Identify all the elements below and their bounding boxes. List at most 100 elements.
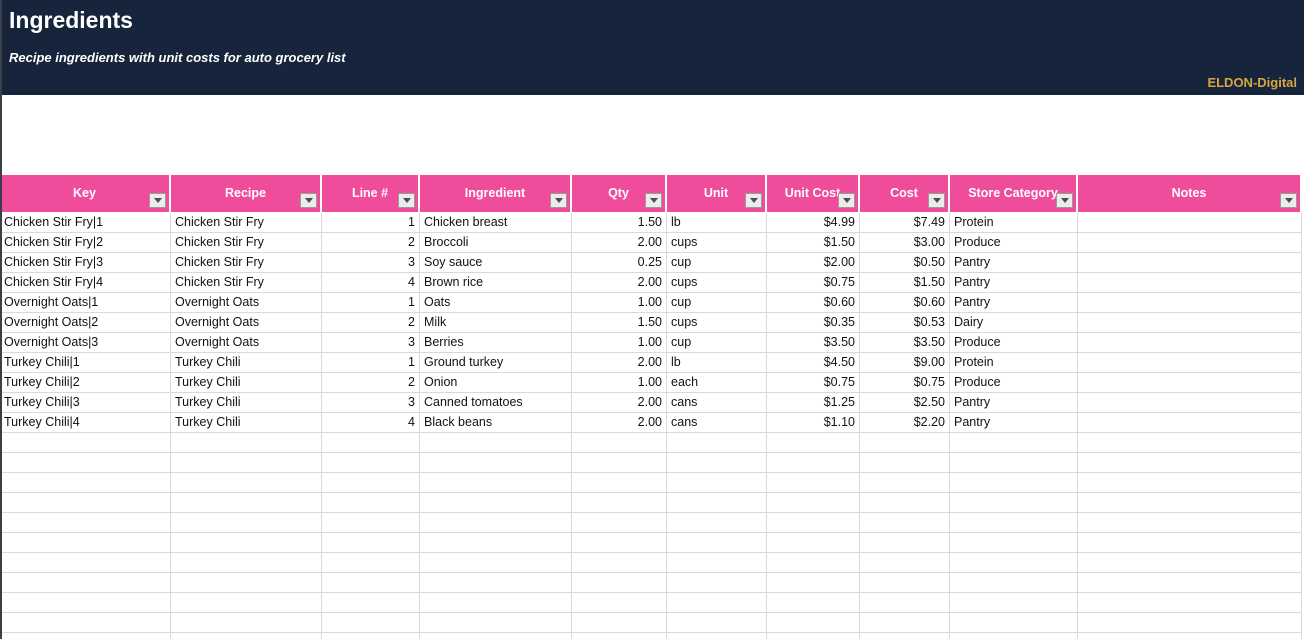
table-cell[interactable]: 1.00 — [572, 293, 667, 313]
table-cell[interactable] — [1078, 293, 1302, 313]
table-cell[interactable]: $0.75 — [860, 373, 950, 393]
table-cell[interactable] — [0, 533, 171, 553]
table-cell[interactable] — [322, 513, 420, 533]
table-cell[interactable] — [950, 513, 1078, 533]
table-cell[interactable]: Soy sauce — [420, 253, 572, 273]
table-cell[interactable]: 1.00 — [572, 373, 667, 393]
table-cell[interactable] — [667, 533, 767, 553]
table-cell[interactable]: $0.60 — [860, 293, 950, 313]
table-cell[interactable] — [860, 633, 950, 639]
table-cell[interactable] — [950, 473, 1078, 493]
table-cell[interactable] — [860, 573, 950, 593]
table-cell[interactable]: Turkey Chili|2 — [0, 373, 171, 393]
column-header-unit-cost[interactable]: Unit Cost — [767, 175, 860, 213]
table-cell[interactable] — [767, 513, 860, 533]
table-cell[interactable]: Pantry — [950, 273, 1078, 293]
table-cell[interactable]: Overnight Oats|3 — [0, 333, 171, 353]
table-cell[interactable] — [950, 553, 1078, 573]
table-cell[interactable]: Chicken Stir Fry — [171, 233, 322, 253]
table-cell[interactable] — [171, 453, 322, 473]
table-cell[interactable]: Milk — [420, 313, 572, 333]
table-cell[interactable]: Chicken Stir Fry|4 — [0, 273, 171, 293]
table-cell[interactable]: $1.25 — [767, 393, 860, 413]
table-cell[interactable] — [767, 493, 860, 513]
table-cell[interactable]: $0.60 — [767, 293, 860, 313]
table-cell[interactable]: 2 — [322, 373, 420, 393]
table-cell[interactable] — [0, 633, 171, 639]
table-cell[interactable]: 2.00 — [572, 233, 667, 253]
table-cell[interactable]: Berries — [420, 333, 572, 353]
table-cell[interactable]: cups — [667, 273, 767, 293]
table-cell[interactable] — [860, 553, 950, 573]
table-cell[interactable] — [322, 433, 420, 453]
table-cell[interactable]: 3 — [322, 333, 420, 353]
table-cell[interactable]: Brown rice — [420, 273, 572, 293]
table-cell[interactable] — [667, 573, 767, 593]
table-cell[interactable] — [767, 633, 860, 639]
table-cell[interactable] — [667, 613, 767, 633]
table-cell[interactable] — [1078, 453, 1302, 473]
table-cell[interactable] — [950, 613, 1078, 633]
table-cell[interactable] — [572, 513, 667, 533]
table-cell[interactable]: cup — [667, 293, 767, 313]
table-cell[interactable] — [667, 473, 767, 493]
table-cell[interactable] — [322, 473, 420, 493]
table-cell[interactable] — [171, 613, 322, 633]
table-cell[interactable] — [667, 513, 767, 533]
table-cell[interactable]: Turkey Chili — [171, 393, 322, 413]
table-cell[interactable] — [1078, 473, 1302, 493]
table-cell[interactable]: Onion — [420, 373, 572, 393]
table-cell[interactable] — [572, 633, 667, 639]
table-cell[interactable] — [572, 613, 667, 633]
table-cell[interactable]: 1 — [322, 353, 420, 373]
table-cell[interactable] — [1078, 273, 1302, 293]
table-cell[interactable]: Overnight Oats|2 — [0, 313, 171, 333]
table-cell[interactable]: cans — [667, 393, 767, 413]
table-cell[interactable]: Chicken Stir Fry|3 — [0, 253, 171, 273]
table-cell[interactable] — [860, 613, 950, 633]
table-cell[interactable]: each — [667, 373, 767, 393]
table-cell[interactable]: cups — [667, 313, 767, 333]
table-cell[interactable]: Overnight Oats — [171, 333, 322, 353]
table-cell[interactable] — [950, 533, 1078, 553]
table-cell[interactable] — [420, 613, 572, 633]
table-cell[interactable]: Pantry — [950, 413, 1078, 433]
table-cell[interactable]: $2.50 — [860, 393, 950, 413]
table-cell[interactable] — [1078, 333, 1302, 353]
table-cell[interactable] — [171, 633, 322, 639]
table-cell[interactable] — [322, 533, 420, 553]
column-header-qty[interactable]: Qty — [572, 175, 667, 213]
table-cell[interactable]: Ground turkey — [420, 353, 572, 373]
table-cell[interactable] — [667, 433, 767, 453]
table-cell[interactable]: $1.50 — [860, 273, 950, 293]
table-cell[interactable] — [171, 493, 322, 513]
table-cell[interactable]: 2 — [322, 233, 420, 253]
column-header-recipe[interactable]: Recipe — [171, 175, 322, 213]
table-cell[interactable]: $0.75 — [767, 373, 860, 393]
table-cell[interactable] — [767, 433, 860, 453]
table-cell[interactable] — [950, 633, 1078, 639]
table-cell[interactable] — [171, 513, 322, 533]
table-cell[interactable] — [572, 593, 667, 613]
table-cell[interactable]: Chicken breast — [420, 213, 572, 233]
table-cell[interactable]: 2.00 — [572, 393, 667, 413]
table-cell[interactable] — [950, 453, 1078, 473]
table-cell[interactable]: Dairy — [950, 313, 1078, 333]
table-cell[interactable] — [572, 553, 667, 573]
table-cell[interactable]: 4 — [322, 273, 420, 293]
table-cell[interactable]: 3 — [322, 253, 420, 273]
table-cell[interactable] — [767, 593, 860, 613]
table-cell[interactable] — [767, 573, 860, 593]
table-cell[interactable] — [1078, 593, 1302, 613]
table-cell[interactable]: 2.00 — [572, 353, 667, 373]
table-cell[interactable]: Chicken Stir Fry — [171, 213, 322, 233]
table-cell[interactable] — [0, 593, 171, 613]
table-cell[interactable] — [0, 513, 171, 533]
table-cell[interactable]: Chicken Stir Fry — [171, 273, 322, 293]
table-cell[interactable] — [1078, 533, 1302, 553]
table-cell[interactable]: Protein — [950, 213, 1078, 233]
table-cell[interactable]: Turkey Chili — [171, 353, 322, 373]
table-cell[interactable]: Chicken Stir Fry — [171, 253, 322, 273]
filter-dropdown-button[interactable] — [300, 193, 317, 208]
table-cell[interactable] — [572, 493, 667, 513]
